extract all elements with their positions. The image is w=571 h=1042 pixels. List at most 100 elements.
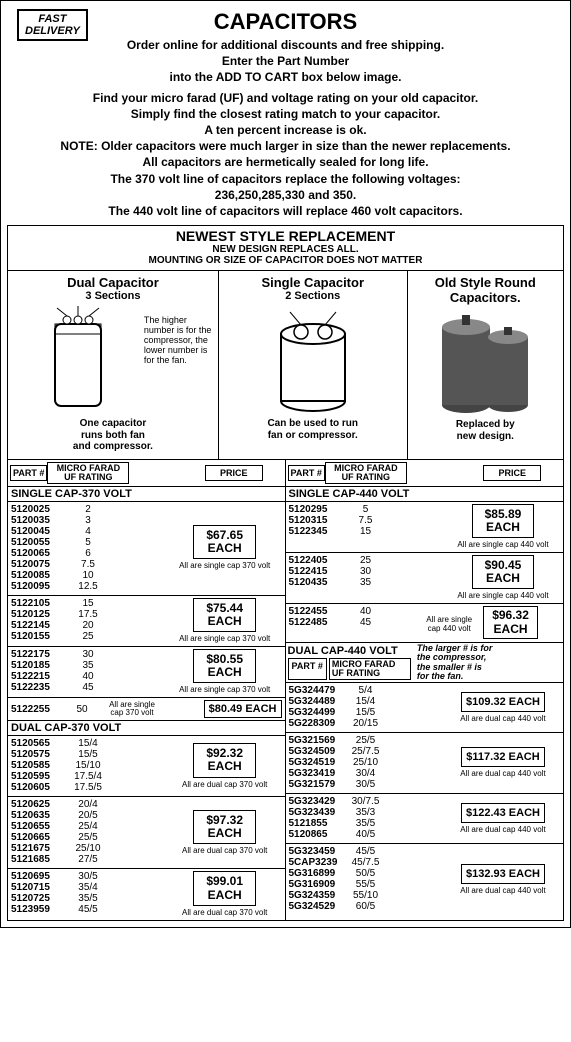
table-row: 512223545 — [11, 682, 168, 693]
uf-rating: 25/4 — [67, 821, 109, 832]
uf-rating: 45 — [345, 617, 387, 628]
uf-rating: 30/4 — [345, 768, 387, 779]
column-header: PART # MICRO FARAD UF RATING PRICE — [286, 460, 564, 487]
table-row: 512241530 — [289, 566, 446, 577]
uf-rating: 40 — [67, 671, 109, 682]
group-note: All are dual cap 440 volt — [460, 714, 545, 723]
price-group: 5120025251200353512004545120055551200656… — [8, 502, 285, 596]
uf-rating: 5 — [67, 537, 109, 548]
part-number: 5120715 — [11, 882, 67, 893]
part-number: 5123959 — [11, 904, 67, 915]
table-row: 51200555 — [11, 537, 168, 548]
part-number: 5120055 — [11, 537, 67, 548]
intro-line: All capacitors are hermetically sealed f… — [7, 154, 564, 170]
part-number: 5122485 — [289, 617, 345, 628]
table-row: 5G32435955/10 — [289, 890, 446, 901]
table-row: 51203157.5 — [289, 515, 446, 526]
right-column: PART # MICRO FARAD UF RATING PRICE SINGL… — [286, 460, 564, 920]
part-number: 5122455 — [289, 606, 345, 617]
part-number: 5122145 — [11, 620, 67, 631]
group-note: All are single cap 440 volt — [457, 540, 548, 549]
part-number: 5G321569 — [289, 735, 345, 746]
uf-rating: 30/5 — [345, 779, 387, 790]
group-note: All are dual cap 440 volt — [460, 886, 545, 895]
uf-rating: 15 — [345, 526, 387, 537]
price-group: 512217530512018535512221540512223545$80.… — [8, 647, 285, 698]
table-row: 512018535 — [11, 660, 168, 671]
uf-rating: 45/5 — [67, 904, 109, 915]
table-row: 51200353 — [11, 515, 168, 526]
table-row: 512043535 — [289, 577, 446, 588]
uf-rating: 25 — [345, 555, 387, 566]
price-columns: PART # MICRO FARAD UF RATING PRICE SINGL… — [7, 460, 564, 921]
hdr-uf: MICRO FARAD UF RATING — [47, 462, 129, 484]
price-group: 5G3244795/45G32448915/45G32449915/55G228… — [286, 683, 564, 733]
table-row: 512058515/10 — [11, 760, 168, 771]
diagram-single: Single Capacitor 2 Sections Can be used … — [219, 271, 408, 459]
part-number: 5121685 — [11, 854, 67, 865]
part-number: 5G324529 — [289, 901, 345, 912]
table-row: 512234515 — [289, 526, 446, 537]
price-box: $99.01 EACH — [193, 871, 256, 905]
uf-rating: 15/4 — [345, 696, 387, 707]
uf-rating: 30/7.5 — [345, 796, 387, 807]
part-number: 5G323429 — [289, 796, 345, 807]
group-note: All are single cap 370 volt — [179, 561, 270, 570]
part-number: 5122255 — [11, 704, 67, 715]
part-number: 5122215 — [11, 671, 67, 682]
left-column: PART # MICRO FARAD UF RATING PRICE SINGL… — [8, 460, 286, 920]
table-row: 512062520/4 — [11, 799, 168, 810]
part-number: 5CAP3239 — [289, 857, 345, 868]
diag-title: Single Capacitor — [223, 275, 403, 290]
price-box: $132.93 EACH — [461, 864, 545, 884]
part-number: 5120085 — [11, 570, 67, 581]
table-row: 5G32452960/5 — [289, 901, 446, 912]
intro-line: Simply find the closest rating match to … — [7, 106, 564, 122]
table-row: 5G3244795/4 — [289, 685, 446, 696]
group-note: All are single cap 440 volt — [457, 591, 548, 600]
uf-rating: 15/10 — [67, 760, 109, 771]
table-row: 51200757.5 — [11, 559, 168, 570]
uf-rating: 25 — [67, 631, 109, 642]
price-box: $117.32 EACH — [461, 747, 544, 767]
uf-rating: 17.5 — [67, 609, 109, 620]
part-number: 5120625 — [11, 799, 67, 810]
price-group: 512062520/4512063520/5512065525/45120665… — [8, 797, 285, 869]
uf-rating: 15/5 — [345, 707, 387, 718]
group-note: All are dual cap 370 volt — [182, 846, 267, 855]
part-number: 5120725 — [11, 893, 67, 904]
part-number: 5120155 — [11, 631, 67, 642]
price-box: $97.32 EACH — [193, 810, 256, 844]
uf-rating: 17.5/5 — [67, 782, 109, 793]
intro-line: Enter the Part Number — [7, 53, 564, 69]
table-row: 512221540 — [11, 671, 168, 682]
uf-rating: 35 — [345, 577, 387, 588]
table-row: 5G32341930/4 — [289, 768, 446, 779]
uf-rating: 30 — [345, 566, 387, 577]
price-box: $67.65 EACH — [193, 525, 256, 559]
group-note: All are single cap 370 volt — [179, 634, 270, 643]
diagram-oldstyle: Old Style Round Capacitors. Replaced by … — [408, 271, 563, 459]
price-group: 512069530/5512071535/4512072535/55123959… — [8, 869, 285, 919]
uf-rating: 12.5 — [67, 581, 109, 592]
intro-line: Order online for additional discounts an… — [7, 37, 564, 53]
uf-rating: 50/5 — [345, 868, 387, 879]
intro-line: NOTE: Older capacitors were much larger … — [7, 138, 564, 154]
part-number: 5G324519 — [289, 757, 345, 768]
section-title: DUAL CAP-370 VOLT — [8, 721, 285, 736]
group-note: All are dual cap 440 volt — [460, 825, 545, 834]
table-row: 512060517.5/5 — [11, 782, 168, 793]
uf-rating: 15 — [67, 598, 109, 609]
part-number: 5120295 — [289, 504, 345, 515]
table-row: 5G32343935/3 — [289, 807, 446, 818]
fast-delivery-badge: FAST DELIVERY — [17, 9, 88, 41]
table-row: 512008510 — [11, 570, 168, 581]
column-header: PART # MICRO FARAD UF RATING PRICE — [8, 460, 285, 487]
table-row: 5G31689950/5 — [289, 868, 446, 879]
page-title: CAPACITORS — [7, 9, 564, 35]
banner-sub1: NEW DESIGN REPLACES ALL. — [8, 244, 563, 255]
uf-rating: 50 — [67, 704, 97, 715]
table-row: 512395945/5 — [11, 904, 168, 915]
price-group: 5G32345945/55CAP323945/7.55G31689950/55G… — [286, 844, 564, 915]
part-number: 5120095 — [11, 581, 67, 592]
